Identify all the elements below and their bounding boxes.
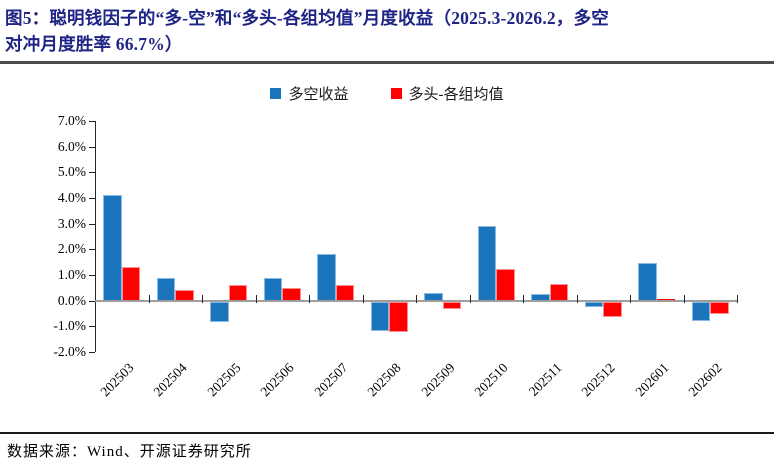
chart-title-line2: 对冲月度胜率 66.7%）	[5, 34, 183, 54]
y-axis-tick-mark	[89, 249, 95, 251]
x-axis-tick-mark	[148, 294, 150, 303]
x-axis-tick-label: 202506	[257, 360, 297, 400]
y-axis-tick-mark	[89, 326, 95, 328]
x-axis-tick-label: 202509	[418, 360, 458, 400]
bar-long-short-202503	[103, 195, 122, 301]
bar-long-short-202504	[156, 277, 176, 301]
x-axis-tick-mark	[630, 294, 632, 303]
bar-long-minus-mean-202512	[603, 301, 622, 318]
y-axis-tick-mark	[89, 223, 95, 225]
bar-long-minus-mean-202507	[335, 285, 355, 301]
y-axis-tick-mark	[89, 198, 95, 199]
y-axis-tick-label: 7.0%	[57, 113, 86, 128]
legend-item-long-short: 多空收益	[270, 83, 349, 104]
chart-legend: 多空收益 多头-各组均值	[0, 83, 774, 104]
bar-long-minus-mean-202508	[389, 301, 408, 333]
x-axis-tick-mark	[576, 294, 578, 303]
bar-long-minus-mean-202511	[549, 283, 569, 301]
y-axis-tick-label: 1.0%	[57, 267, 86, 282]
bar-long-short-202511	[531, 294, 550, 301]
x-axis-tick-mark	[255, 294, 257, 303]
x-axis-tick-mark	[469, 294, 471, 303]
title-divider	[0, 61, 774, 64]
bar-long-short-202601	[638, 263, 657, 301]
plot-area: 7.0% 6.0% 5.0% 4.0% 3.0% 2.0% 1.0% 0.0% -1.0% -2.…	[0, 110, 774, 440]
x-axis-tick-label: 202510	[471, 360, 511, 400]
legend-label-long-short: 多空收益	[288, 87, 349, 103]
y-axis-tick-mark	[89, 352, 95, 353]
chart-title-line1: 图5：聪明钱因子的“多-空”和“多头-各组均值”月度收益（2025.3-2026…	[5, 8, 609, 28]
y-axis-tick-label: 6.0%	[57, 138, 86, 154]
y-axis-tick-label: 2.0%	[57, 241, 86, 257]
bar-long-minus-mean-202503	[121, 267, 141, 301]
y-axis-tick-mark	[89, 121, 95, 122]
x-axis-tick-label: 202507	[311, 360, 351, 400]
legend-label-long-minus-mean: 多头-各组均值	[408, 87, 504, 103]
bar-long-minus-mean-202602	[710, 301, 729, 315]
x-axis-tick-label: 202508	[364, 360, 404, 400]
x-axis-tick-mark	[416, 294, 418, 303]
x-axis-tick-mark	[362, 294, 364, 303]
bar-long-minus-mean-202506	[282, 287, 301, 301]
source-divider	[0, 432, 774, 434]
y-axis-tick-mark	[89, 172, 95, 174]
x-axis-tick-mark	[683, 294, 685, 303]
x-axis-tick-mark	[202, 294, 204, 303]
legend-item-long-minus-mean: 多头-各组均值	[390, 83, 504, 104]
x-axis-tick-label: 202602	[685, 360, 725, 400]
bar-long-short-202506	[263, 277, 283, 301]
bar-long-short-202510	[477, 226, 497, 301]
bar-long-minus-mean-202509	[442, 301, 462, 310]
data-source-note: 数据来源：Wind、开源证券研究所	[7, 444, 252, 460]
y-axis-tick-mark	[89, 146, 95, 148]
x-axis-tick-label: 202503	[97, 360, 137, 400]
bar-long-short-202602	[691, 301, 711, 321]
x-axis-tick-label: 202512	[578, 360, 618, 400]
y-axis-line	[95, 121, 96, 352]
y-axis-tick-mark	[89, 275, 95, 276]
x-axis-tick-mark	[523, 294, 525, 303]
y-axis-tick-label: 0.0%	[57, 292, 86, 308]
bar-long-short-202508	[370, 301, 390, 332]
bar-long-short-202505	[210, 301, 229, 323]
bar-long-minus-mean-202601	[656, 299, 676, 301]
bar-long-minus-mean-202510	[496, 268, 515, 301]
bar-long-minus-mean-202504	[175, 290, 194, 301]
x-axis-tick-label: 202511	[525, 360, 565, 399]
chart-title: 图5：聪明钱因子的“多-空”和“多头-各组均值”月度收益（2025.3-2026…	[5, 5, 770, 57]
y-axis-tick-label: -1.0%	[53, 318, 86, 334]
y-axis-tick-mark	[89, 300, 95, 302]
x-axis-tick-label: 202601	[632, 360, 672, 400]
bar-long-minus-mean-202505	[228, 285, 248, 301]
x-axis-tick-mark	[737, 294, 739, 303]
legend-swatch-red	[390, 88, 402, 99]
y-axis-tick-label: 3.0%	[57, 215, 86, 231]
y-axis-tick-label: 4.0%	[57, 190, 86, 205]
y-axis-tick-label: -2.0%	[53, 344, 86, 359]
x-axis-tick-label: 202505	[204, 360, 244, 400]
x-axis-tick-mark	[309, 294, 311, 303]
bar-long-short-202512	[584, 301, 604, 307]
y-axis-tick-label: 5.0%	[57, 164, 86, 180]
bar-long-short-202507	[317, 254, 336, 301]
legend-swatch-blue	[270, 88, 282, 99]
x-axis-tick-label: 202504	[150, 360, 190, 400]
